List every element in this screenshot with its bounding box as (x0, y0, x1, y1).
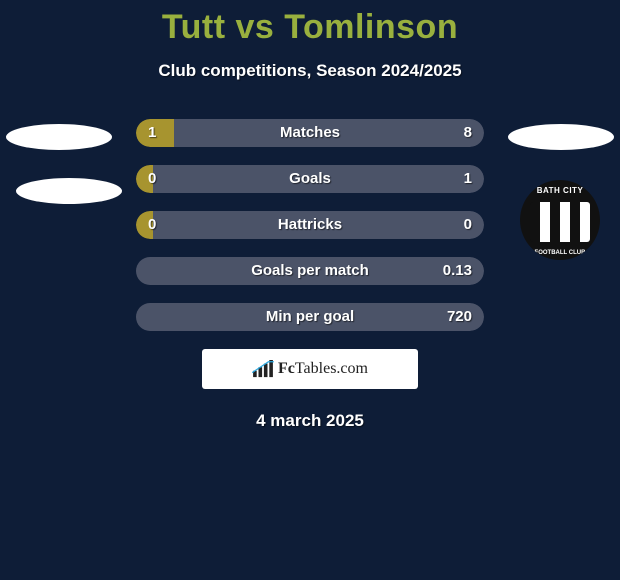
stats-block: Matches18Goals01Hattricks00Goals per mat… (0, 119, 620, 331)
stat-value-right: 0 (464, 211, 472, 238)
stat-label: Min per goal (136, 303, 484, 330)
brand-text: FcTables.com (278, 360, 368, 378)
page-title: Tutt vs Tomlinson (0, 0, 620, 47)
stat-row: Goals0 1 (136, 165, 484, 193)
stat-value-right: 1 (464, 165, 472, 192)
stat-row: Goals per match0.13 (136, 257, 484, 285)
brand-prefix: Fc (278, 360, 295, 377)
brand-bars-icon (252, 360, 274, 378)
brand-box: FcTables.com (202, 349, 418, 389)
stat-label: Hattricks (136, 211, 484, 238)
stat-label: Goals per match (136, 257, 484, 284)
page-subtitle: Club competitions, Season 2024/2025 (0, 61, 620, 81)
stat-label: Matches (136, 119, 484, 146)
brand-suffix: Tables.com (295, 360, 368, 377)
stat-value-left: 0 (148, 211, 156, 238)
date-text: 4 march 2025 (0, 411, 620, 431)
stat-row: Min per goal720 (136, 303, 484, 331)
stat-value-left: 1 (148, 119, 156, 146)
stat-value-right: 8 (464, 119, 472, 146)
stat-value-right: 0.13 (443, 257, 472, 284)
stat-value-right: 720 (447, 303, 472, 330)
stat-label: Goals (136, 165, 484, 192)
stat-value-left: 0 (148, 165, 156, 192)
comparison-card: Tutt vs Tomlinson Club competitions, Sea… (0, 0, 620, 580)
stat-row: Hattricks0 0 (136, 211, 484, 239)
stat-row: Matches1 8 (136, 119, 484, 147)
